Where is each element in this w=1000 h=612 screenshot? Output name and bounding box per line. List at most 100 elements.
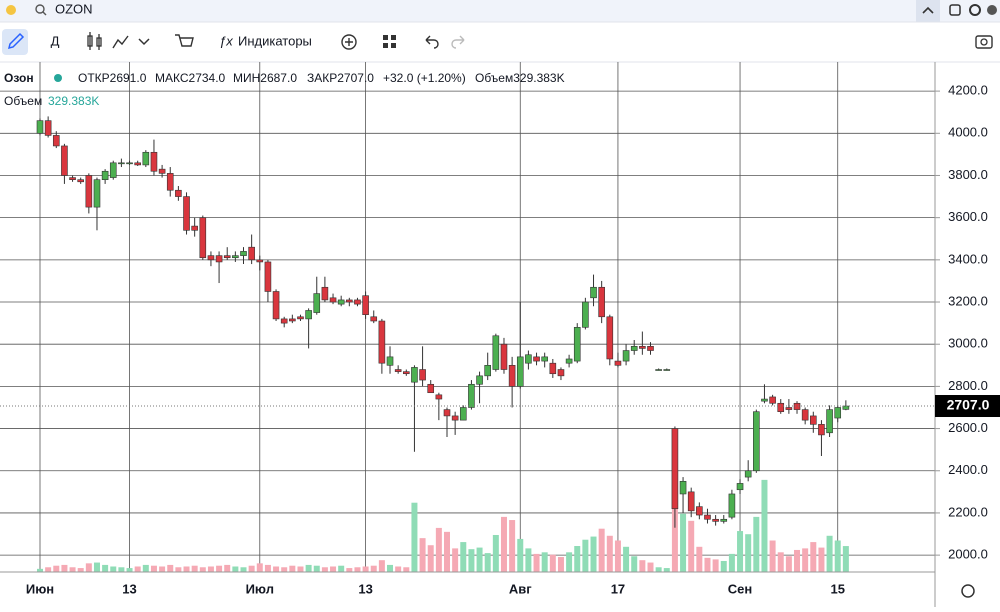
candle-body [264,261,272,292]
x-tick-label: 13 [358,581,372,596]
candle-body [639,346,646,349]
volume-bar [728,553,735,572]
candle-body [354,299,361,305]
window-button[interactable] [949,4,961,16]
volume-bar [525,548,532,572]
candle-body [459,407,467,421]
volume-bar [614,540,621,572]
y-tick-label: 2800.0 [948,378,988,393]
candle-body [52,135,60,147]
legend-change: +32.0 (+1.20%) [383,71,466,85]
volume-bar [500,516,507,572]
volume-bar [631,556,638,572]
screenshot-button[interactable] [975,35,993,49]
x-tick-label: 13 [122,581,136,596]
volume-bar [387,564,394,572]
volume-bar [745,534,752,572]
volume-bar [598,528,605,572]
candle-body [175,189,182,197]
y-tick-label: 2400.0 [948,462,988,477]
cart-icon[interactable] [175,34,194,47]
settings-button[interactable] [969,4,981,16]
y-tick-label: 3800.0 [948,167,988,182]
volume-bar [321,567,328,572]
chart-type-menu[interactable] [138,38,150,46]
volume-bar [566,552,573,572]
volume-bar [785,556,792,572]
candle-body [386,356,394,366]
volume-bar [476,547,483,572]
more-button[interactable] [987,5,997,15]
search-bar [0,0,1000,22]
volume-bar [460,542,467,572]
volume-bar [362,566,369,572]
collapse-button[interactable] [916,0,940,22]
x-tick-label: Авг [509,581,532,596]
candle-body [435,394,443,400]
candle-body [818,424,825,436]
candle-body [630,346,638,351]
volume-bar [45,567,52,572]
interval-button[interactable]: Д [51,33,60,48]
candle-body [468,383,475,408]
candle-body [598,286,605,318]
candle-body [696,506,703,516]
volume-bar [134,566,141,572]
candle-body [492,335,500,370]
volume-bar [305,564,312,572]
volume-bar [452,548,459,572]
status-dot [6,5,16,15]
draw-tool-button[interactable] [2,29,28,55]
layout-button[interactable] [383,35,396,48]
candle-body [655,369,662,371]
indicators-icon[interactable]: ƒx [219,33,233,48]
collapse-icon [922,6,934,14]
candle-body [199,217,207,259]
y-tick-label: 2200.0 [948,504,988,519]
volume-bar [403,567,410,572]
volume-bar [574,546,581,572]
add-button[interactable] [341,34,357,50]
volume-bar [671,485,678,572]
volume-bar [338,565,345,572]
candle-body [753,411,760,472]
y-tick-label: 2000.0 [948,547,988,562]
indicators-button[interactable]: Индикаторы [238,33,312,48]
volume-bar [69,567,76,572]
candle-body [191,225,198,231]
volume-bar [175,567,182,572]
candle-body [777,402,785,413]
candle-body [427,383,435,394]
volume-bar [663,568,670,572]
candle-body [248,246,255,261]
x-tick-label: Июн [26,581,54,596]
area-icon[interactable] [112,35,129,49]
undo-button[interactable] [425,35,439,49]
candle-body [647,346,654,351]
candle-body [785,407,793,410]
axis-settings[interactable] [961,584,975,598]
y-tick-label: 3600.0 [948,209,988,224]
candle-body [183,196,190,231]
candle-body [541,356,548,362]
candle-body [679,481,687,495]
volume-bar [541,552,548,572]
volume-bar [330,566,337,572]
search-icon[interactable] [35,4,45,14]
candle-body [565,358,573,364]
candle-body [158,168,166,174]
candle-body [44,120,52,136]
candle-body [411,367,418,383]
candle-body [93,179,101,208]
volume-bar [435,527,442,572]
candle-body [305,310,312,320]
volume-bar [370,565,377,572]
candles-icon[interactable] [87,32,102,50]
redo-button[interactable] [451,35,465,49]
symbol[interactable]: OZON [55,1,93,16]
volume-bar [248,565,255,572]
volume-bar [273,566,280,572]
last-price-label: 2707.0 [947,397,990,413]
candle-body [402,371,410,375]
